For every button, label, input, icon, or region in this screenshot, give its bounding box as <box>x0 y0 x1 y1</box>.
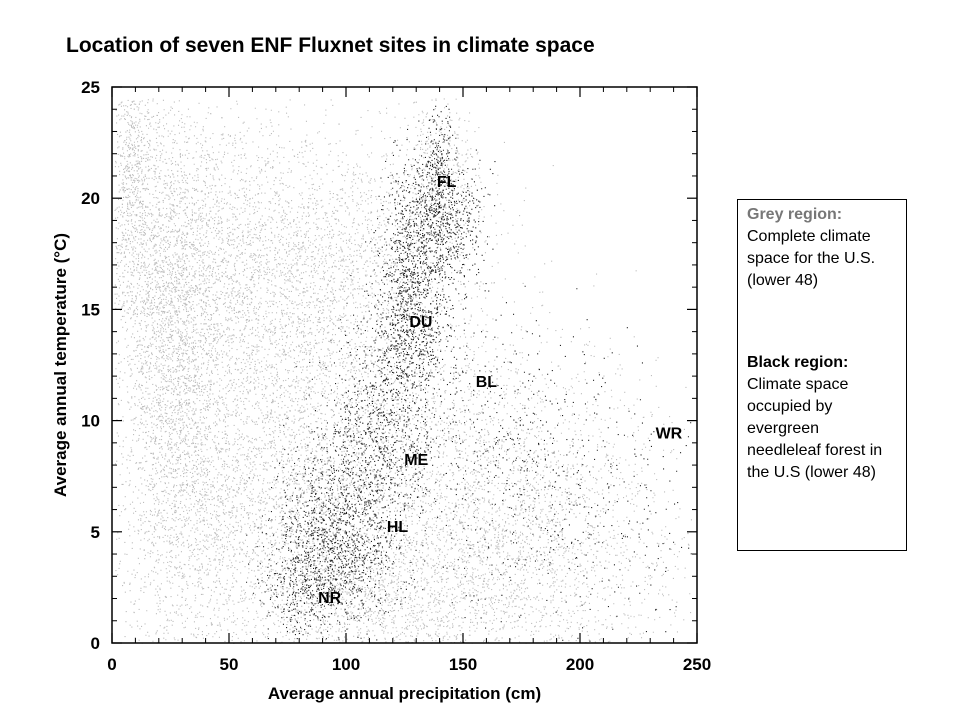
legend-box: Grey region: Complete climate space for … <box>737 199 907 551</box>
site-label-fl: FL <box>437 174 457 191</box>
y-tick-label: 15 <box>81 300 100 319</box>
black-region-cloud <box>246 105 692 644</box>
site-labels: FL DU BL WR ME HL NR <box>318 174 683 607</box>
y-tick-label: 0 <box>91 634 100 653</box>
x-tick-label: 250 <box>683 655 711 674</box>
plot-frame <box>111 86 698 644</box>
x-tick-label: 50 <box>220 655 239 674</box>
site-label-hl: HL <box>387 519 409 536</box>
y-axis-label: Average annual temperature (°C) <box>51 233 70 497</box>
y-tick-label: 20 <box>81 189 100 208</box>
x-axis-label: Average annual precipitation (cm) <box>268 684 541 703</box>
chart-title: Location of seven ENF Fluxnet sites in c… <box>66 34 595 57</box>
x-tick-label: 150 <box>449 655 477 674</box>
y-tick-label: 5 <box>91 523 100 542</box>
site-label-du: DU <box>409 314 432 331</box>
site-label-me: ME <box>404 452 428 469</box>
x-tick-label: 0 <box>107 655 116 674</box>
site-label-wr: WR <box>656 425 683 442</box>
legend-grey-heading: Grey region: <box>747 206 843 223</box>
site-label-nr: NR <box>318 590 342 607</box>
black-region-points <box>246 105 692 644</box>
grey-region-points <box>114 98 692 645</box>
y-tick-label: 25 <box>81 78 100 97</box>
y-axis-ticks: 0 5 10 15 20 25 <box>81 78 697 653</box>
site-label-bl: BL <box>476 374 498 391</box>
y-tick-label: 10 <box>81 412 100 431</box>
x-tick-label: 100 <box>332 655 360 674</box>
legend-black-heading: Black region: <box>747 354 849 371</box>
x-tick-label: 200 <box>566 655 594 674</box>
grey-region-cloud <box>114 98 692 645</box>
x-axis-ticks: 0 50 100 150 200 250 <box>107 87 711 674</box>
legend-grey-text: Complete climate space for the U.S. (low… <box>747 228 876 289</box>
legend-black-text: Climate space occupied by evergreen need… <box>747 376 883 481</box>
